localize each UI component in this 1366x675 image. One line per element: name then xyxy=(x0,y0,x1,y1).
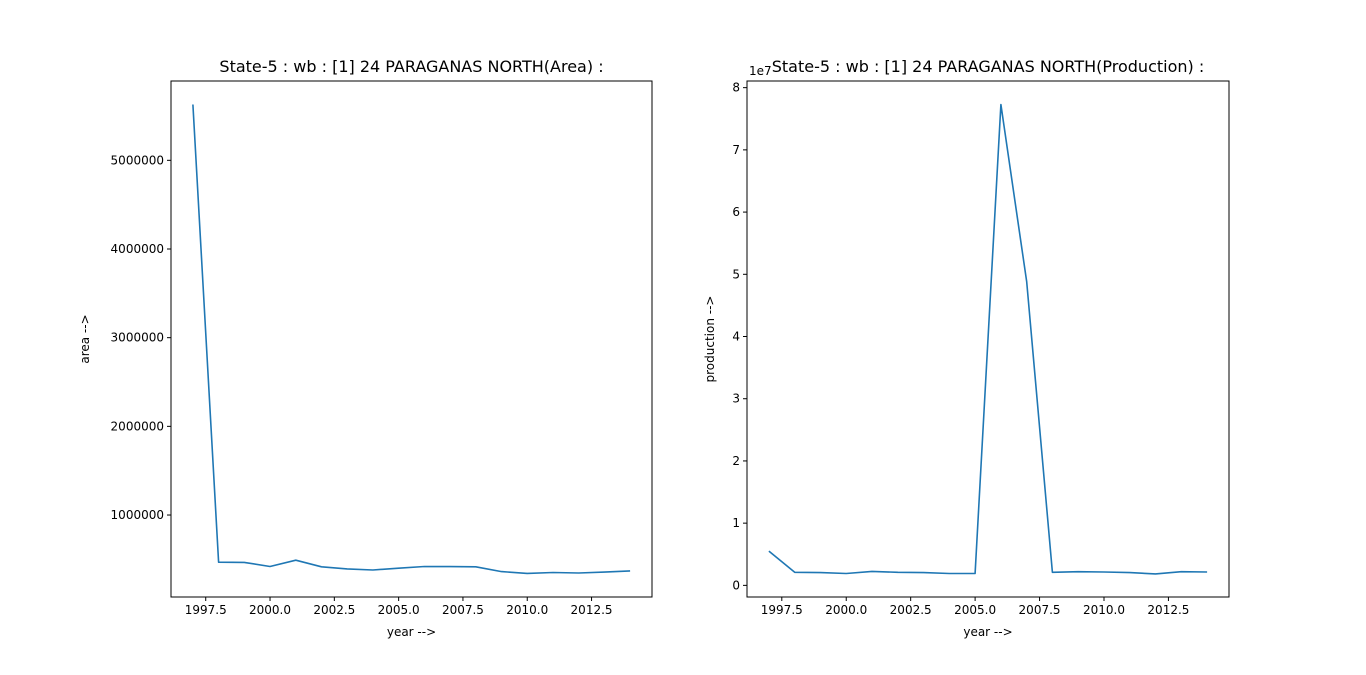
y-tick-label: 4 xyxy=(732,330,740,344)
x-tick-label: 2005.0 xyxy=(378,603,420,617)
x-tick-label: 2002.5 xyxy=(890,603,932,617)
data-line xyxy=(768,103,1208,575)
y-tick-label: 1 xyxy=(732,516,740,530)
x-tick-label: 2002.5 xyxy=(313,603,355,617)
y-tick-label: 1000000 xyxy=(111,508,164,522)
y-axis-label: area --> xyxy=(78,314,92,363)
x-tick-label: 2012.5 xyxy=(571,603,613,617)
y-axis-label: production --> xyxy=(703,296,717,383)
chart-title: State-5 : wb : [1] 24 PARAGANAS NORTH(Ar… xyxy=(219,57,603,76)
x-tick-label: 2010.0 xyxy=(1083,603,1125,617)
x-tick-label: 2012.5 xyxy=(1147,603,1189,617)
x-axis-label: year --> xyxy=(387,625,436,639)
x-tick-label: 2007.5 xyxy=(442,603,484,617)
x-tick-label: 2005.0 xyxy=(954,603,996,617)
area-chart: State-5 : wb : [1] 24 PARAGANAS NORTH(Ar… xyxy=(78,57,653,639)
y-tick-label: 0 xyxy=(732,578,740,592)
y-offset-label: 1e7 xyxy=(749,64,772,78)
x-tick-label: 2007.5 xyxy=(1019,603,1061,617)
data-line xyxy=(192,104,631,575)
x-tick-label: 1997.5 xyxy=(185,603,227,617)
y-tick-label: 3 xyxy=(732,392,740,406)
y-tick-label: 2000000 xyxy=(111,419,164,433)
y-tick-label: 8 xyxy=(732,81,740,95)
x-tick-label: 2000.0 xyxy=(249,603,291,617)
x-tick-label: 2000.0 xyxy=(825,603,867,617)
x-tick-label: 2010.0 xyxy=(506,603,548,617)
chart-title: State-5 : wb : [1] 24 PARAGANAS NORTH(Pr… xyxy=(772,57,1204,76)
production-chart: State-5 : wb : [1] 24 PARAGANAS NORTH(Pr… xyxy=(703,57,1230,639)
y-tick-label: 7 xyxy=(732,143,740,157)
x-axis-label: year --> xyxy=(963,625,1012,639)
y-tick-label: 5 xyxy=(732,267,740,281)
y-tick-label: 2 xyxy=(732,454,740,468)
y-tick-label: 4000000 xyxy=(111,242,164,256)
y-tick-label: 5000000 xyxy=(111,153,164,167)
y-tick-label: 3000000 xyxy=(111,331,164,345)
axes-frame xyxy=(746,80,1230,598)
axes-frame xyxy=(170,80,653,598)
y-tick-label: 6 xyxy=(732,205,740,219)
x-tick-label: 1997.5 xyxy=(761,603,803,617)
